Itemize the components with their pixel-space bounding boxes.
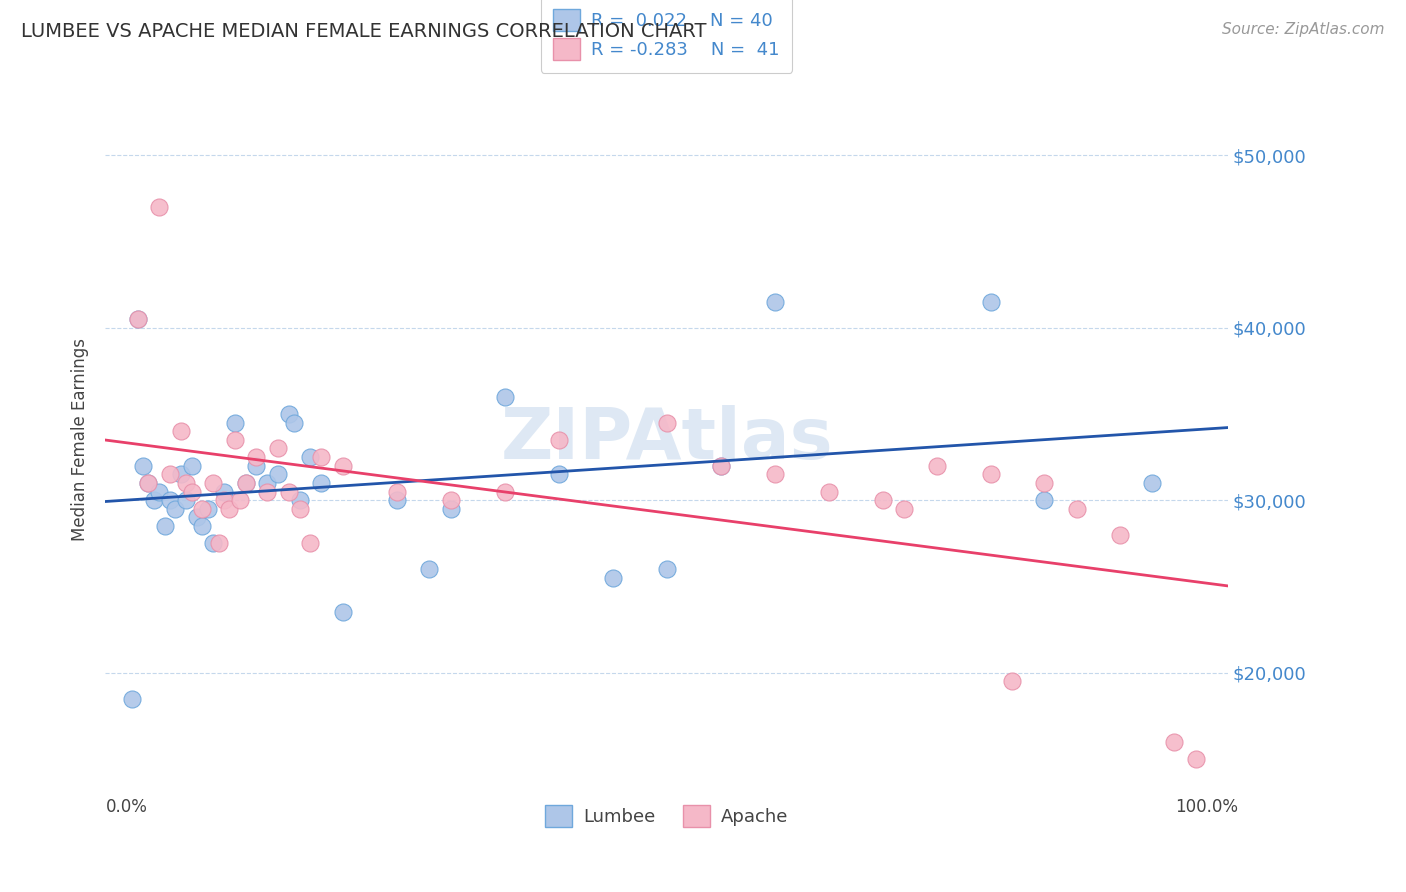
Point	[256, 484, 278, 499]
Point	[283, 416, 305, 430]
Point	[817, 484, 839, 499]
Point	[159, 493, 181, 508]
Point	[547, 433, 569, 447]
Point	[277, 484, 299, 499]
Point	[218, 501, 240, 516]
Point	[494, 484, 516, 499]
Point	[127, 312, 149, 326]
Point	[245, 450, 267, 464]
Point	[165, 501, 187, 516]
Point	[309, 475, 332, 490]
Point	[385, 484, 408, 499]
Point	[207, 536, 229, 550]
Point	[1163, 734, 1185, 748]
Point	[224, 433, 246, 447]
Point	[229, 493, 252, 508]
Point	[191, 501, 214, 516]
Point	[267, 467, 290, 482]
Point	[235, 475, 257, 490]
Point	[138, 475, 160, 490]
Point	[245, 458, 267, 473]
Point	[1066, 501, 1088, 516]
Point	[202, 475, 225, 490]
Point	[602, 571, 624, 585]
Point	[547, 467, 569, 482]
Point	[710, 458, 733, 473]
Point	[256, 475, 278, 490]
Point	[127, 312, 149, 326]
Point	[332, 605, 354, 619]
Point	[332, 458, 354, 473]
Point	[418, 562, 440, 576]
Point	[224, 416, 246, 430]
Point	[1001, 674, 1024, 689]
Legend: Lumbee, Apache: Lumbee, Apache	[538, 797, 796, 834]
Point	[153, 519, 176, 533]
Point	[142, 493, 165, 508]
Point	[872, 493, 894, 508]
Point	[385, 493, 408, 508]
Point	[288, 501, 311, 516]
Point	[299, 450, 322, 464]
Point	[197, 501, 219, 516]
Point	[174, 493, 197, 508]
Point	[979, 294, 1001, 309]
Point	[655, 562, 678, 576]
Point	[267, 442, 290, 456]
Point	[288, 493, 311, 508]
Point	[159, 467, 181, 482]
Text: Source: ZipAtlas.com: Source: ZipAtlas.com	[1222, 22, 1385, 37]
Point	[138, 475, 160, 490]
Point	[1142, 475, 1164, 490]
Point	[1184, 752, 1206, 766]
Point	[440, 493, 463, 508]
Point	[180, 458, 202, 473]
Point	[763, 294, 786, 309]
Point	[212, 493, 235, 508]
Y-axis label: Median Female Earnings: Median Female Earnings	[72, 338, 89, 541]
Point	[235, 475, 257, 490]
Point	[121, 691, 143, 706]
Point	[186, 510, 208, 524]
Point	[191, 519, 214, 533]
Point	[1033, 493, 1056, 508]
Text: ZIPAtlas: ZIPAtlas	[501, 405, 832, 475]
Point	[277, 407, 299, 421]
Point	[710, 458, 733, 473]
Point	[148, 200, 170, 214]
Point	[174, 475, 197, 490]
Point	[148, 484, 170, 499]
Point	[763, 467, 786, 482]
Text: LUMBEE VS APACHE MEDIAN FEMALE EARNINGS CORRELATION CHART: LUMBEE VS APACHE MEDIAN FEMALE EARNINGS …	[21, 22, 707, 41]
Point	[1033, 475, 1056, 490]
Point	[309, 450, 332, 464]
Point	[299, 536, 322, 550]
Point	[979, 467, 1001, 482]
Point	[1109, 527, 1132, 541]
Point	[180, 484, 202, 499]
Point	[212, 484, 235, 499]
Point	[925, 458, 948, 473]
Point	[440, 501, 463, 516]
Point	[494, 390, 516, 404]
Point	[132, 458, 155, 473]
Point	[655, 416, 678, 430]
Point	[202, 536, 225, 550]
Point	[170, 467, 193, 482]
Point	[893, 501, 915, 516]
Point	[170, 424, 193, 438]
